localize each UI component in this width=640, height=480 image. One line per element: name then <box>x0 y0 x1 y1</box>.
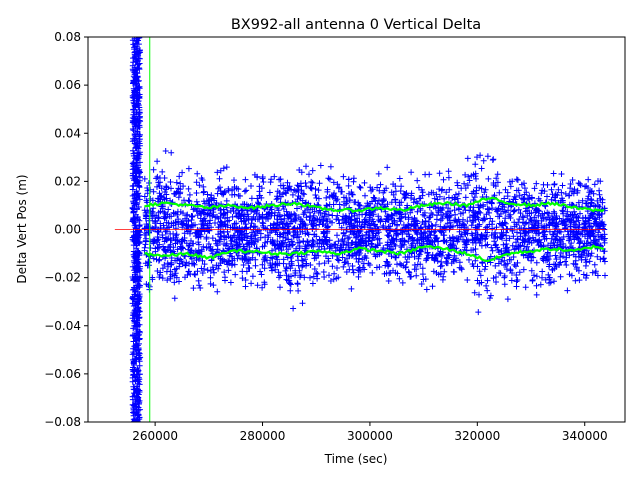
y-tick-label: 0.06 <box>54 78 81 92</box>
x-tick-label: 320000 <box>454 429 500 443</box>
lower-envelope-line <box>144 244 605 263</box>
upper-envelope-line <box>144 196 605 214</box>
x-tick-label: 340000 <box>562 429 608 443</box>
x-tick-label: 280000 <box>240 429 286 443</box>
y-tick-label: 0.04 <box>54 126 81 140</box>
y-tick-label: −0.02 <box>44 271 81 285</box>
y-tick-label: −0.04 <box>44 319 81 333</box>
y-tick-label: −0.06 <box>44 367 81 381</box>
y-tick-label: 0.02 <box>54 174 81 188</box>
y-tick-label: 0.08 <box>54 30 81 44</box>
plot-area <box>87 36 626 423</box>
x-tick-label: 300000 <box>347 429 393 443</box>
x-axis: 260000 280000 300000 320000 340000 <box>132 422 608 443</box>
y-axis-label: Delta Vert Pos (m) <box>15 174 29 283</box>
data-marks <box>114 37 608 422</box>
x-tick-label: 260000 <box>132 429 178 443</box>
chart-title: BX992-all antenna 0 Vertical Delta <box>231 17 481 33</box>
x-axis-label: Time (sec) <box>324 452 388 466</box>
y-axis: −0.08 −0.06 −0.04 −0.02 0.00 0.02 0.04 0.06 0.08 <box>44 30 88 429</box>
y-tick-label: −0.08 <box>44 415 81 429</box>
y-tick-label: 0.00 <box>54 223 81 237</box>
measurement-points <box>129 37 608 422</box>
